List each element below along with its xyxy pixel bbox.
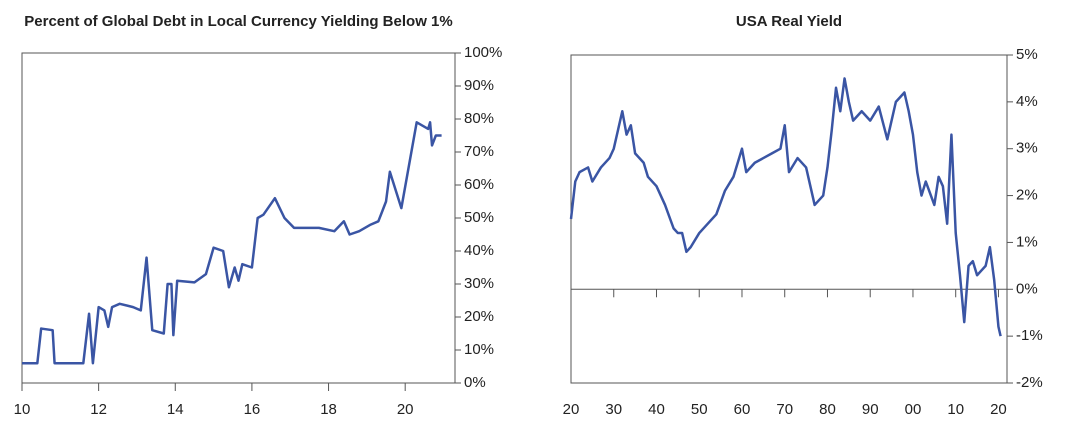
x-tick-label: 60	[734, 401, 751, 418]
x-tick-label: 20	[397, 401, 414, 418]
x-tick-label: 50	[691, 401, 708, 418]
y-tick-label: 10%	[464, 341, 494, 358]
x-tick-label: 90	[862, 401, 879, 418]
x-tick-label: 80	[819, 401, 836, 418]
plot-frame	[570, 54, 1008, 384]
y-tick-label: -1%	[1016, 327, 1043, 344]
x-tick-label: 00	[905, 401, 922, 418]
data-line	[22, 121, 442, 365]
y-tick-label: 100%	[464, 44, 502, 61]
y-tick-label: 60%	[464, 176, 494, 193]
x-tick-label: 12	[90, 401, 107, 418]
y-tick-label: 40%	[464, 242, 494, 259]
y-tick-label: 1%	[1016, 233, 1038, 250]
x-tick-label: 10	[947, 401, 964, 418]
y-tick-label: 80%	[464, 110, 494, 127]
y-tick-label: 50%	[464, 209, 494, 226]
x-tick-label: 20	[990, 401, 1007, 418]
y-tick-label: 3%	[1016, 140, 1038, 157]
x-tick-label: 10	[14, 401, 31, 418]
y-tick-label: 4%	[1016, 93, 1038, 110]
y-tick-label: 90%	[464, 77, 494, 94]
y-tick-label: 2%	[1016, 187, 1038, 204]
x-tick-label: 14	[167, 401, 184, 418]
x-tick-label: 70	[776, 401, 793, 418]
x-tick-label: 20	[563, 401, 580, 418]
data-line	[569, 77, 1002, 337]
chart-title: USA Real Yield	[736, 13, 842, 30]
x-tick-label: 40	[648, 401, 665, 418]
y-tick-label: 5%	[1016, 46, 1038, 63]
chart-title: Percent of Global Debt in Local Currency…	[24, 13, 452, 30]
x-tick-label: 18	[320, 401, 337, 418]
y-tick-label: 20%	[464, 308, 494, 325]
y-tick-label: 0%	[1016, 280, 1038, 297]
y-tick-label: 0%	[464, 374, 486, 391]
y-tick-label: 30%	[464, 275, 494, 292]
y-tick-label: 70%	[464, 143, 494, 160]
x-tick-label: 30	[605, 401, 622, 418]
x-tick-label: 16	[244, 401, 261, 418]
y-tick-label: -2%	[1016, 374, 1043, 391]
